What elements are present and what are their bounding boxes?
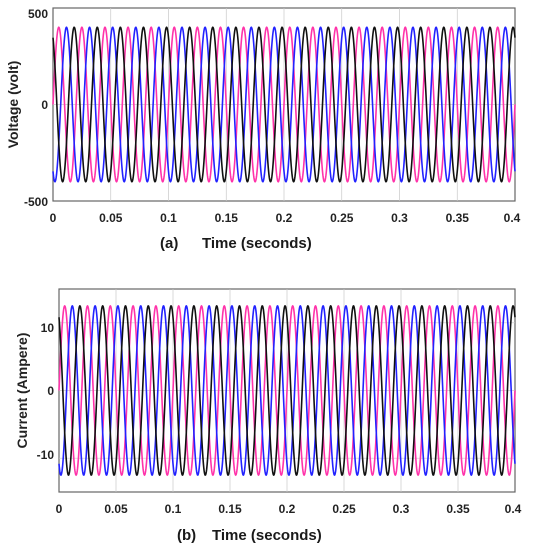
voltage-y-ticks: 500 0 -500	[24, 7, 48, 209]
y-tick-label: 0	[41, 98, 48, 112]
x-tick-label: 0.05	[99, 211, 123, 225]
x-tick-label: 0.1	[165, 502, 182, 516]
x-tick-label: 0.2	[279, 502, 296, 516]
y-tick-label: -500	[24, 195, 48, 209]
y-tick-label: 500	[28, 7, 48, 21]
x-tick-label: 0.4	[505, 502, 522, 516]
voltage-x-axis-label: Time (seconds)	[202, 235, 312, 252]
y-tick-label: 0	[47, 384, 54, 398]
current-series	[58, 304, 516, 477]
current-series-line-3	[58, 305, 516, 476]
voltage-series	[52, 26, 516, 183]
current-y-ticks: 10 0 -10	[37, 321, 55, 462]
current-chart: 0 0.05 0.1 0.15 0.2 0.25 0.3 0.35 0.4 10…	[14, 288, 522, 544]
x-tick-label: 0.4	[504, 211, 521, 225]
x-tick-label: 0.3	[391, 211, 408, 225]
voltage-x-ticks: 0 0.05 0.1 0.15 0.2 0.25 0.3 0.35 0.4	[50, 211, 521, 225]
x-tick-label: 0.35	[446, 502, 470, 516]
x-tick-label: 0	[56, 502, 63, 516]
x-tick-label: 0	[50, 211, 57, 225]
voltage-series-line-2	[52, 26, 516, 183]
current-series-line-1	[58, 304, 516, 477]
x-tick-label: 0.15	[215, 211, 239, 225]
current-y-axis-label: Current (Ampere)	[14, 333, 30, 449]
y-tick-label: 10	[41, 321, 55, 335]
current-caption-letter: (b)	[177, 527, 196, 544]
x-tick-label: 0.2	[276, 211, 293, 225]
current-x-axis-label: Time (seconds)	[212, 527, 322, 544]
x-tick-label: 0.25	[330, 211, 354, 225]
y-tick-label: -10	[37, 448, 55, 462]
x-tick-label: 0.05	[104, 502, 128, 516]
current-x-ticks: 0 0.05 0.1 0.15 0.2 0.25 0.3 0.35 0.4	[56, 502, 522, 516]
x-tick-label: 0.25	[332, 502, 356, 516]
voltage-series-line-1	[52, 26, 516, 183]
x-tick-label: 0.15	[218, 502, 242, 516]
voltage-series-line-3	[52, 26, 516, 183]
current-series-line-2	[58, 305, 516, 476]
x-tick-label: 0.1	[160, 211, 177, 225]
voltage-chart: 0 0.05 0.1 0.15 0.2 0.25 0.3 0.35 0.4 50…	[5, 7, 521, 252]
voltage-y-axis-label: Voltage (volt)	[5, 61, 21, 149]
x-tick-label: 0.3	[393, 502, 410, 516]
x-tick-label: 0.35	[446, 211, 470, 225]
voltage-caption-letter: (a)	[160, 235, 178, 252]
